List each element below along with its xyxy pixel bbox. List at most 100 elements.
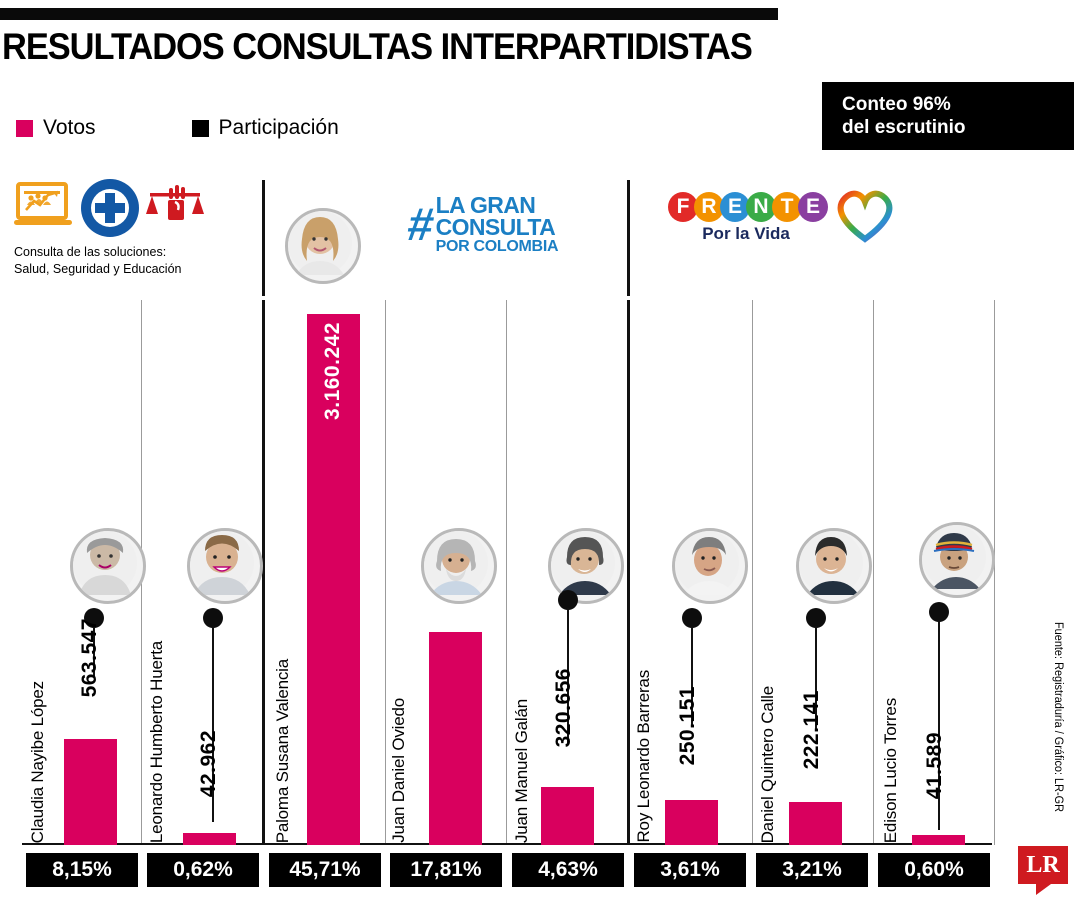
participation-dot [84,608,104,628]
candidate-name: Edison Lucio Torres [881,697,900,843]
medical-cross-icon [81,179,139,237]
candidate-name: Paloma Susana Valencia [273,658,292,843]
frente-letter: N [746,192,776,222]
logo-divider-1 [262,180,265,296]
bar-column: Roy Leonardo Barreras 250.151 [630,300,752,845]
votes-value-label: 3.160.242 [321,322,344,420]
participation-badge: 3,61% [634,853,746,887]
frente-letter: F [668,192,698,222]
participation-stem [938,620,940,830]
legend: Votos Participación [16,116,339,140]
frente-subtitle: Por la Vida [668,224,824,244]
justice-scales-icon [146,185,204,220]
logo-caption: Consulta de las soluciones: Salud, Segur… [14,244,206,278]
participation-dot [682,608,702,628]
consulta-icons [14,176,206,240]
votes-bar [541,787,594,845]
votes-bar [64,739,117,845]
legend-label-participacion: Participación [218,116,339,139]
participation-dot [558,590,578,610]
votes-bar [307,314,360,845]
votes-value-label: 42.962 [197,730,220,798]
votes-bar [912,835,965,845]
lr-logo: LR [1018,846,1068,895]
bar-column: Paloma Susana Valencia 3.160.242 [265,208,385,845]
frente-letter: E [720,192,750,222]
votes-bar [665,800,718,845]
participation-badge: 17,81% [390,853,502,887]
votes-value-label: 563.547 [78,618,101,698]
participation-badge: 3,21% [756,853,868,887]
participation-badge: 45,71% [269,853,381,887]
laptop-chart-icon [14,182,72,225]
column-divider [752,300,753,845]
legend-swatch-icon [16,119,33,137]
count-badge: Conteo 96% del escrutinio [822,82,1074,150]
frente-letters: F R E N T E [668,192,828,222]
frente-subtitle-strong: Vida [754,224,790,243]
participation-stem [815,626,817,730]
votes-bar [183,833,236,845]
frente-letter: T [772,192,802,222]
bar-column: Claudia Nayibe López 563.547 [22,300,146,845]
logo-divider-2 [627,180,630,296]
avatar [285,208,361,284]
group-divider-1 [262,300,265,845]
participation-stem [212,626,214,822]
candidate-name: Juan Manuel Galán [512,698,531,843]
candidate-name: Juan Daniel Oviedo [389,698,408,843]
legend-label-votos: Votos [43,116,96,139]
lr-logo-tail [1036,884,1051,895]
participation-dot [929,602,949,622]
lgc-line3: POR COLOMBIA [435,237,559,255]
avatar [70,528,146,604]
participation-stem [93,626,95,676]
bar-chart: Claudia Nayibe López 563.547 Leonardo Hu… [0,208,1080,845]
participation-badge: 8,15% [26,853,138,887]
bar-column: Daniel Quintero Calle 222.141 [754,300,873,845]
rainbow-heart-icon [837,190,893,243]
lgc-line2: CONSULTA [435,214,556,241]
bar-column: Juan Daniel Oviedo 1.231.796 [387,300,506,845]
candidate-name: Daniel Quintero Calle [758,685,777,843]
logo-caption-line2: Salud, Seguridad y Educación [14,261,182,276]
count-line-1: Conteo 96% [842,93,951,115]
bar-column: Edison Lucio Torres 41.589 [875,300,995,845]
votes-value-label: 1.231.796 [443,318,466,416]
candidate-name: Roy Leonardo Barreras [634,670,653,843]
votes-bar [789,802,842,845]
participation-stem [567,608,569,744]
column-divider [873,300,874,845]
frente-subtitle-prefix: Por la [702,224,755,243]
group-divider-2 [627,300,630,845]
hashtag-icon: # [404,197,435,250]
logo-frente-por-la-vida: F R E N T E Por la Vida [668,190,898,244]
page-title: RESULTADOS CONSULTAS INTERPARTIDISTAS [2,26,753,67]
source-credit: Fuente: Registraduría / Gráfico: LR-GR [1052,622,1064,813]
column-divider [994,300,995,845]
candidate-name: Leonardo Humberto Huerta [147,640,166,843]
avatar [919,522,995,598]
legend-item-participacion: Participación [191,116,339,140]
lgc-line1: LA GRAN [435,192,536,218]
top-rule [0,8,778,20]
participation-stem [691,626,693,726]
candidate-name: Claudia Nayibe López [28,680,47,843]
logo-caption-line1: Consulta de las soluciones: [14,245,167,259]
avatar [672,528,748,604]
frente-letter: R [694,192,724,222]
axis-baseline [22,843,992,845]
column-divider [506,300,507,845]
votes-value-label: 250.151 [676,686,699,766]
votes-value-label: 41.589 [923,732,946,800]
lr-logo-text: LR [1018,846,1068,884]
column-divider [385,300,386,845]
logo-la-gran-consulta: # LA GRAN CONSULTA POR COLOMBIA [404,192,559,255]
bar-column: Leonardo Humberto Huerta 42.962 [143,300,263,845]
participation-badge: 0,62% [147,853,259,887]
participation-dot [806,608,826,628]
bar-column: Juan Manuel Galán 320.656 [508,300,627,845]
votes-value-label: 222.141 [800,690,823,770]
logo-strip: Consulta de las soluciones: Salud, Segur… [0,176,1080,296]
legend-swatch-icon [191,119,209,137]
